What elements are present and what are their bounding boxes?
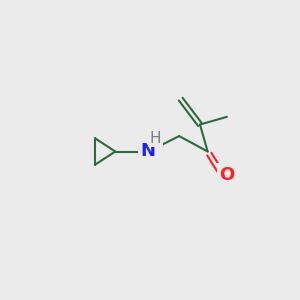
Text: N: N bbox=[141, 142, 156, 160]
Text: H: H bbox=[149, 131, 161, 146]
Text: O: O bbox=[219, 166, 235, 184]
